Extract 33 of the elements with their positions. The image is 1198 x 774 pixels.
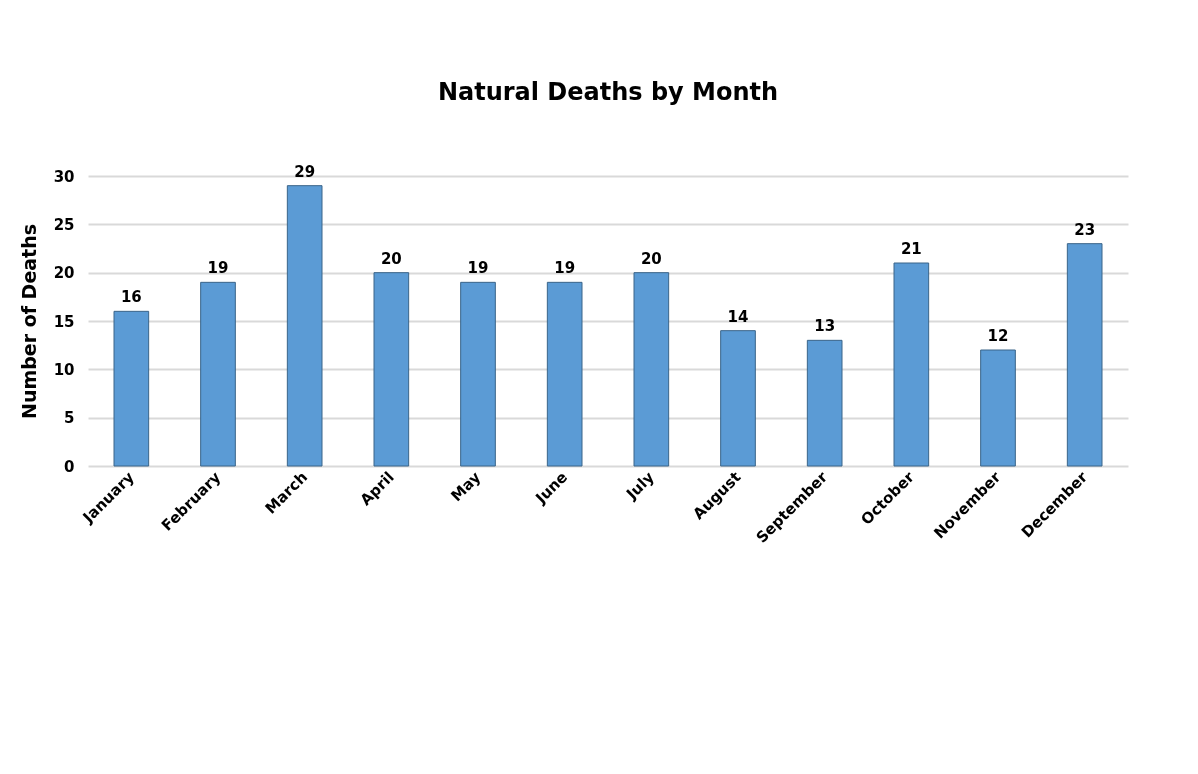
bar bbox=[460, 281, 496, 467]
y-tick-label: 25 bbox=[53, 215, 75, 234]
bar bbox=[893, 262, 930, 467]
data-label: 16 bbox=[120, 288, 142, 307]
data-label: 19 bbox=[554, 259, 576, 278]
y-tick-label: 10 bbox=[53, 360, 75, 379]
data-label: 19 bbox=[207, 259, 229, 278]
bar bbox=[1066, 243, 1103, 467]
y-tick-label: 0 bbox=[64, 457, 75, 476]
data-label: 20 bbox=[380, 249, 402, 268]
bar bbox=[633, 272, 670, 467]
bar bbox=[200, 281, 236, 467]
data-label: 21 bbox=[900, 240, 922, 258]
data-label: 23 bbox=[1074, 220, 1096, 239]
data-label: 20 bbox=[640, 249, 662, 268]
y-tick-label: 20 bbox=[53, 264, 75, 283]
bar bbox=[546, 281, 583, 467]
y-axis-title: Number of Deaths bbox=[17, 223, 40, 420]
data-label: 12 bbox=[987, 327, 1009, 345]
data-label: 14 bbox=[727, 307, 749, 326]
bar bbox=[373, 272, 410, 467]
chart-title: Natural Deaths by Month bbox=[437, 77, 779, 106]
data-label: 13 bbox=[814, 317, 836, 336]
bar bbox=[720, 330, 756, 467]
bar bbox=[806, 339, 843, 467]
y-tick-label: 30 bbox=[53, 167, 75, 186]
bar bbox=[113, 310, 150, 467]
data-label: 19 bbox=[467, 259, 489, 278]
y-tick-label: 5 bbox=[64, 409, 75, 428]
bar bbox=[980, 349, 1016, 467]
bar bbox=[286, 185, 323, 467]
data-label: 29 bbox=[294, 162, 316, 181]
y-tick-label: 15 bbox=[53, 312, 75, 331]
